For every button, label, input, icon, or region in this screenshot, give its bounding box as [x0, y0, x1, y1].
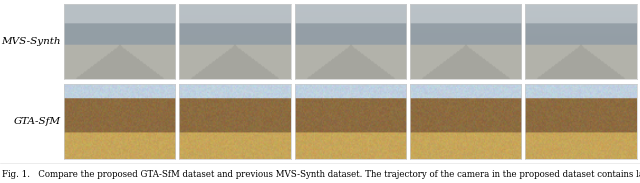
Text: GTA-SfM: GTA-SfM: [13, 117, 61, 126]
Text: Fig. 1.   Compare the proposed GTA-SfM dataset and previous MVS-Synth dataset. T: Fig. 1. Compare the proposed GTA-SfM dat…: [2, 170, 640, 179]
Text: MVS-Synth: MVS-Synth: [1, 37, 61, 46]
